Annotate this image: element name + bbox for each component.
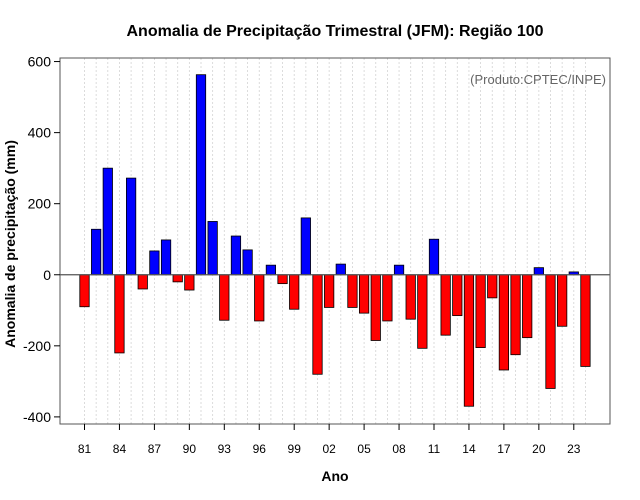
x-tick-label: 93: [218, 442, 232, 456]
bar-1995: [242, 249, 253, 276]
bar-1993: [219, 274, 230, 321]
bar-2019: [522, 274, 533, 339]
bar-2006: [370, 274, 381, 341]
x-tick-label: 14: [462, 442, 476, 456]
x-tick-label: 05: [357, 442, 371, 456]
x-tick-label: 90: [183, 442, 197, 456]
bar-2014: [463, 274, 475, 407]
bar-2011: [428, 238, 440, 276]
x-tick-label: 87: [148, 442, 162, 456]
x-tick-label: 81: [78, 442, 92, 456]
x-axis: 81 84 87 90 93 96 99 02 05 08 11 14 17 20 23: [78, 424, 581, 456]
bar-2003: [335, 263, 346, 276]
bar-1991: [195, 74, 207, 276]
x-tick-label: 08: [392, 442, 406, 456]
x-tick-label: 11: [428, 442, 441, 456]
x-tick-label: 23: [567, 442, 581, 456]
x-tick-label: 84: [113, 442, 127, 456]
y-axis: -400 -200 0 200 400 600: [23, 54, 60, 425]
bar-1986: [137, 274, 148, 290]
bar-2001: [312, 274, 323, 375]
bar-1994: [230, 235, 242, 276]
bar-1982: [91, 228, 102, 276]
x-tick-label: 20: [532, 442, 546, 456]
bar-2016: [487, 274, 498, 299]
grid-lines: [84, 58, 586, 424]
bar-2022: [557, 274, 568, 327]
y-tick-label: -400: [23, 409, 51, 425]
y-axis-label: Anomalia de precipitação (mm): [2, 140, 18, 348]
bar-2015: [475, 274, 486, 349]
x-tick-label: 17: [497, 442, 511, 456]
x-tick-label: 96: [253, 442, 267, 456]
bar-2010: [417, 274, 428, 349]
bar-2000: [300, 217, 311, 276]
bar-1983: [102, 167, 113, 276]
bar-2009: [405, 274, 416, 320]
bar-1990: [184, 274, 195, 291]
bar-1988: [160, 239, 172, 276]
bar-1981: [79, 274, 90, 308]
bar-2017: [498, 274, 510, 371]
x-tick-label: 02: [322, 442, 336, 456]
bar-2007: [382, 274, 393, 322]
bar-1987: [149, 250, 160, 276]
chart-title: Anomalia de Precipitação Trimestral (JFM…: [126, 23, 543, 40]
bar-1998: [277, 274, 288, 285]
bars-group: [79, 74, 591, 407]
y-tick-label: -200: [23, 338, 51, 354]
product-annotation: (Produto:CPTEC/INPE): [470, 72, 606, 87]
bar-2024: [580, 274, 591, 367]
bar-2020: [533, 267, 544, 276]
bar-1996: [254, 274, 265, 322]
x-tick-label: 99: [288, 442, 302, 456]
bar-1997: [265, 264, 277, 276]
bar-1989: [172, 274, 183, 283]
bar-2021: [545, 274, 556, 389]
bar-1992: [207, 221, 218, 276]
bar-2018: [510, 274, 521, 356]
plot-frame: [59, 57, 611, 425]
bar-1999: [289, 274, 300, 310]
y-tick-label: 0: [43, 267, 51, 283]
y-tick-label: 400: [28, 125, 52, 141]
bar-2004: [347, 274, 358, 308]
y-tick-label: 600: [28, 54, 52, 70]
bar-1984: [114, 274, 125, 354]
bar-2013: [452, 274, 463, 317]
bar-2008: [393, 264, 405, 276]
bar-2005: [358, 274, 370, 314]
bar-2002: [324, 274, 335, 308]
bar-2012: [440, 274, 451, 336]
bar-1985: [126, 177, 137, 276]
y-tick-label: 200: [28, 196, 52, 212]
x-axis-label: Ano: [321, 468, 348, 484]
